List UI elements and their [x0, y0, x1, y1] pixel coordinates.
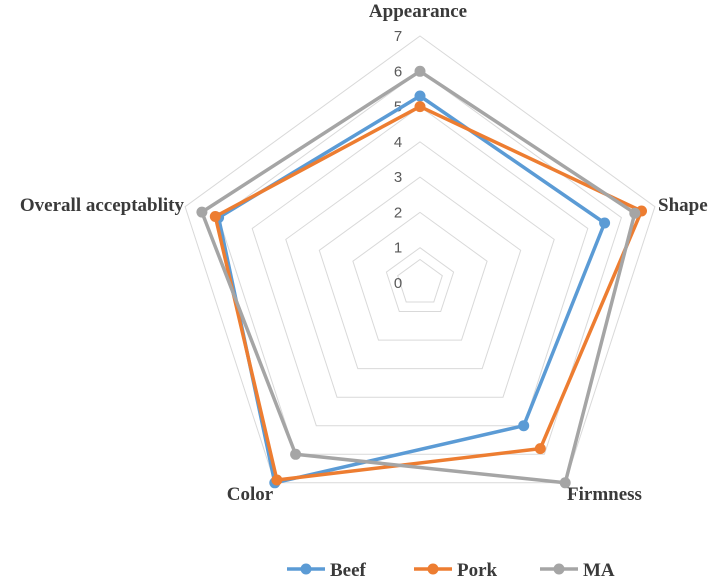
grid-ring: [397, 258, 443, 303]
category-label: Shape: [658, 195, 708, 216]
data-point: [290, 448, 302, 460]
category-label: Overall acceptablity: [20, 195, 185, 216]
tick-label: 0: [394, 275, 402, 292]
data-point: [534, 443, 546, 455]
data-point: [271, 474, 283, 486]
data-point: [629, 207, 641, 219]
category-label: Firmness: [567, 484, 642, 505]
tick-label: 2: [394, 204, 402, 221]
data-point: [414, 101, 426, 113]
tick-label: 6: [394, 63, 402, 80]
grid-ring: [285, 141, 555, 398]
legend-swatch-marker: [427, 563, 439, 575]
series-line: [200, 69, 637, 485]
data-point: [414, 90, 426, 102]
tick-label: 4: [394, 134, 402, 151]
tick-label: 5: [394, 99, 402, 116]
legend-swatch-marker: [300, 563, 312, 575]
grid-ring: [184, 35, 656, 484]
grid-ring: [251, 105, 589, 427]
data-point: [196, 206, 208, 218]
category-label: Color: [227, 484, 274, 505]
legend-label: MA: [583, 560, 615, 579]
grid-ring: [218, 70, 622, 455]
radar-axis-labels: Appearance Shape Firmness Color Overall acce…: [20, 1, 708, 505]
tick-label: 3: [394, 169, 402, 186]
radar-tick-labels: 0 1 2 3 4 5 6 7: [394, 28, 402, 292]
data-point: [414, 65, 426, 77]
data-point: [518, 420, 530, 432]
chart-legend: Beef Pork MA: [287, 560, 615, 579]
data-point: [599, 217, 611, 229]
category-label: Appearance: [369, 1, 467, 22]
data-point: [559, 477, 571, 489]
legend-swatch-marker: [553, 563, 565, 575]
grid-ring: [352, 211, 488, 341]
radar-series: [196, 65, 647, 489]
grid-ring: [385, 247, 455, 312]
data-point: [209, 211, 221, 222]
grid-ring: [318, 176, 522, 370]
legend-label: Beef: [330, 560, 367, 579]
radar-grid: [184, 35, 656, 484]
tick-label: 1: [394, 240, 402, 257]
tick-label: 7: [394, 28, 402, 45]
legend-label: Pork: [457, 560, 498, 579]
